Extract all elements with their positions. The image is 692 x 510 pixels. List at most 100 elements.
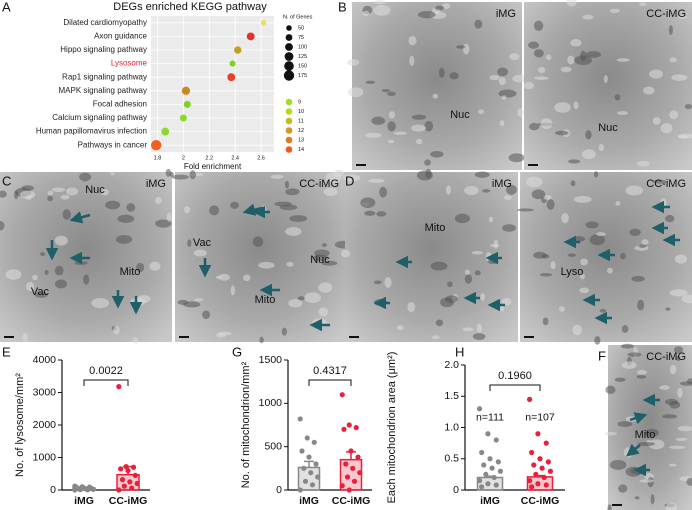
legend-label: 75 — [298, 35, 304, 41]
organelle — [620, 343, 634, 349]
panel-label: H — [455, 344, 464, 359]
organelle — [44, 270, 49, 275]
x-tick-label: 2.4 — [231, 155, 239, 161]
data-point — [350, 465, 356, 471]
organelle — [668, 25, 673, 35]
organelle — [648, 439, 665, 450]
y-tick-label: Focal adhesion — [93, 100, 147, 109]
data-point — [526, 396, 533, 402]
p-value: 0.0022 — [89, 365, 123, 377]
organelle — [589, 234, 606, 246]
data-point — [547, 468, 554, 474]
organelle — [528, 122, 540, 131]
organelle — [314, 249, 330, 258]
organelle — [387, 121, 396, 132]
organelle — [625, 466, 642, 477]
organelle — [415, 138, 423, 145]
micrograph: CC-iMG Lyso — [517, 171, 692, 345]
legend-color-dot — [285, 117, 293, 125]
organelle — [66, 187, 79, 196]
organelle — [454, 213, 471, 224]
arrow — [69, 211, 91, 224]
organelle — [574, 55, 592, 66]
organelle — [659, 385, 670, 390]
organelle — [83, 274, 90, 285]
organelle — [347, 87, 364, 98]
organelle — [482, 189, 491, 193]
panel-label: F — [598, 348, 606, 363]
data-point — [344, 474, 351, 480]
organelle — [126, 203, 136, 212]
y-tick-label: MAPK signaling pathway — [59, 86, 148, 95]
y-axis-label: No. of lysosome/mm² — [14, 373, 26, 477]
data-point — [481, 462, 487, 468]
legend-size-dot — [286, 25, 292, 31]
organelle — [297, 296, 305, 301]
organelle — [502, 224, 516, 232]
scale-bar — [349, 336, 359, 338]
data-point — [315, 474, 321, 480]
organelle — [625, 185, 644, 196]
data-point — [299, 448, 305, 454]
organelle — [22, 332, 28, 343]
organelle — [62, 209, 71, 220]
legend-label: 14 — [298, 147, 304, 153]
x-tick-label: iMG — [480, 495, 500, 507]
micrograph: CC-iMG Vac Nuc Mito — [171, 169, 353, 344]
organelle — [501, 95, 507, 100]
organelle — [340, 249, 351, 258]
organelle — [674, 254, 688, 264]
data-point — [304, 435, 310, 441]
data-point — [493, 482, 499, 488]
y-tick-label: 0 — [453, 484, 459, 496]
micrograph-title: iMG — [496, 8, 516, 20]
significance-bracket — [489, 384, 541, 391]
organelle — [26, 281, 35, 292]
organelle — [258, 261, 275, 269]
data-point — [487, 456, 493, 462]
count-label: n=107 — [525, 411, 555, 423]
organelle — [194, 298, 204, 302]
y-tick-label: 0.5 — [444, 453, 459, 465]
y-tick-label: Axon guidance — [94, 32, 147, 41]
panel-label: B — [338, 0, 347, 14]
organelle — [637, 441, 655, 446]
organelle — [677, 387, 683, 398]
organelle — [284, 180, 290, 189]
organelle — [376, 211, 387, 217]
legend-size-dot — [284, 52, 294, 61]
organelle — [424, 120, 434, 132]
organelle — [215, 275, 222, 279]
data-point — [311, 439, 317, 445]
organelle — [465, 269, 470, 275]
organelle — [543, 195, 552, 200]
structure-label: Vac — [31, 286, 50, 298]
organelle — [687, 378, 692, 385]
organelle — [652, 117, 661, 125]
dot — [161, 127, 170, 136]
x-tick-label: iMG — [299, 495, 319, 507]
data-point — [479, 449, 485, 456]
organelle — [637, 299, 645, 311]
organelle — [561, 212, 569, 224]
legend-label: 150 — [298, 63, 307, 69]
legend-label: 125 — [298, 54, 307, 60]
data-point — [545, 459, 551, 465]
panel-label: G — [232, 344, 242, 359]
organelle — [368, 178, 385, 183]
y-tick-label: 0 — [50, 484, 56, 496]
data-point — [123, 464, 129, 470]
legend-label: 10 — [298, 109, 304, 115]
scale-bar — [179, 336, 189, 338]
data-point — [306, 454, 312, 460]
data-point — [539, 465, 545, 471]
data-point — [357, 470, 363, 476]
x-tick-label: 2.2 — [205, 155, 213, 161]
data-point — [493, 437, 499, 443]
organelle — [79, 172, 92, 182]
organelle — [318, 307, 328, 317]
organelle — [230, 285, 235, 296]
organelle — [362, 10, 370, 17]
data-point — [495, 459, 501, 465]
organelle — [570, 38, 582, 47]
